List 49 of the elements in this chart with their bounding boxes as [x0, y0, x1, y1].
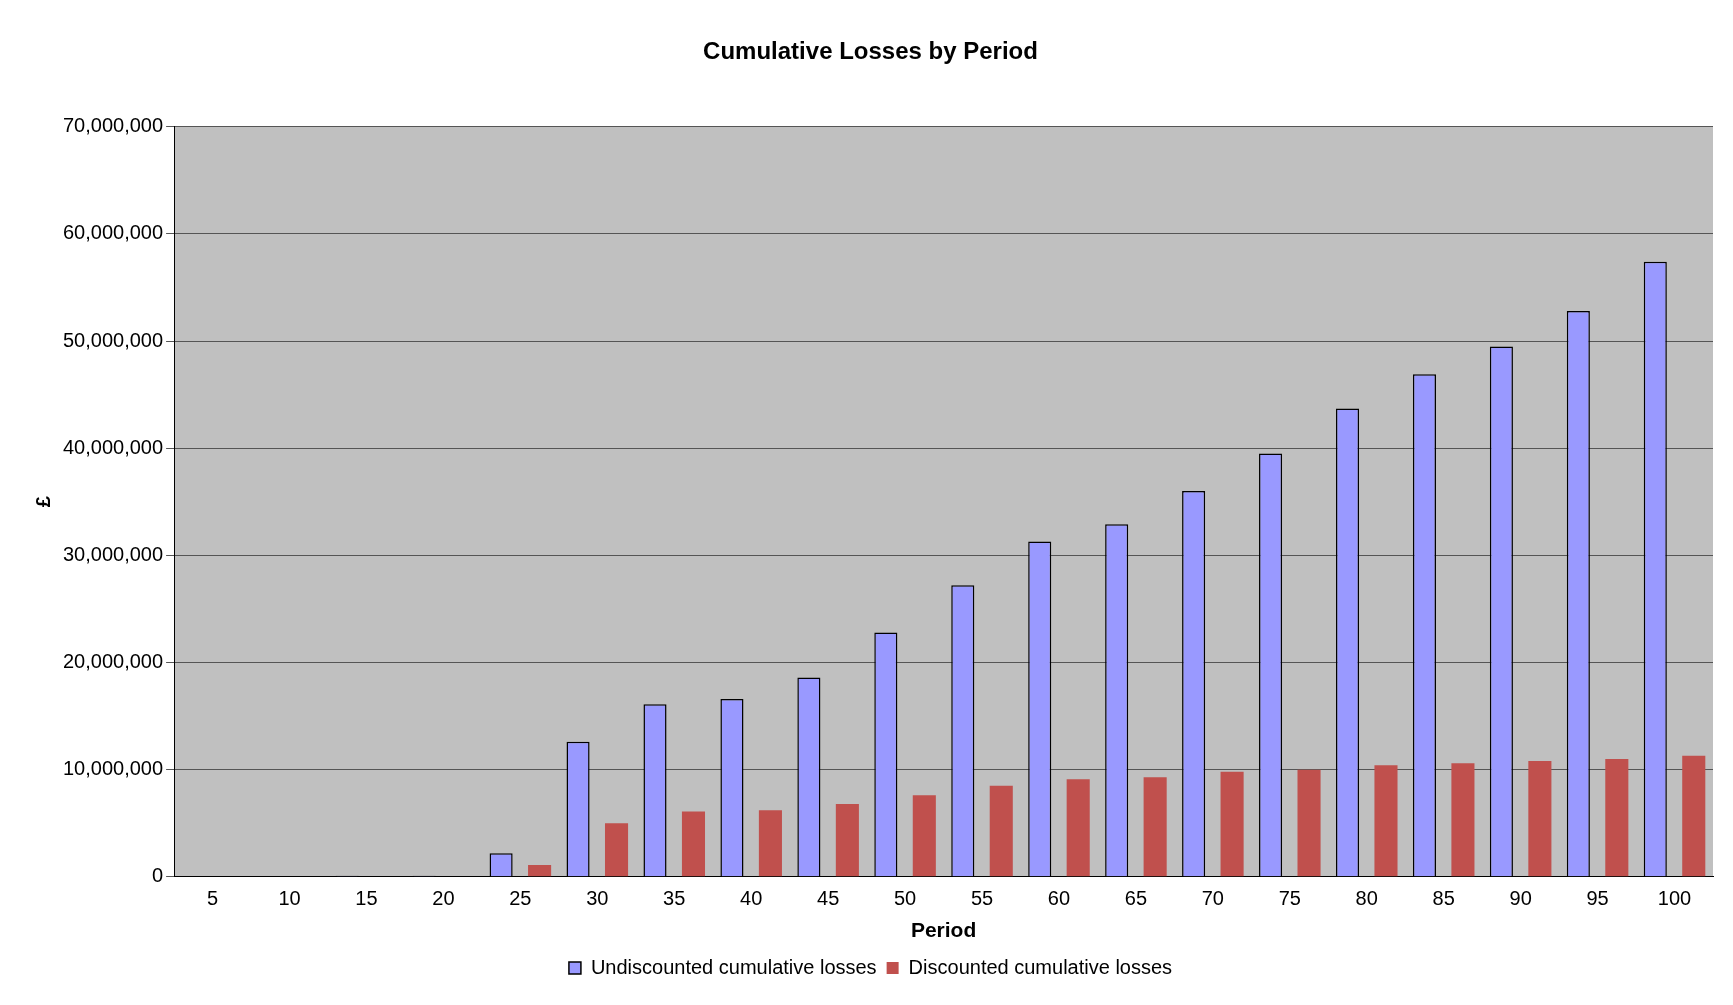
bar — [758, 810, 782, 877]
legend-label: Discounted cumulative losses — [908, 955, 1173, 978]
bar — [1605, 758, 1629, 877]
x-tick-label: 25 — [509, 887, 532, 910]
x-axis-title: Period — [910, 918, 977, 942]
legend-label: Undiscounted cumulative losses — [590, 955, 877, 978]
bar — [1143, 777, 1167, 877]
x-tick-label: 35 — [663, 887, 686, 910]
bar — [1297, 769, 1321, 877]
x-tick-label: 75 — [1278, 887, 1301, 910]
chart-title: Cumulative Losses by Period — [703, 37, 1038, 65]
bar — [1682, 755, 1706, 877]
y-tick-label: 30,000,000 — [62, 542, 164, 565]
x-tick-label: 80 — [1355, 887, 1378, 910]
x-tick-label: 70 — [1201, 887, 1224, 910]
y-axis-title: £ — [31, 496, 54, 508]
x-tick-label: 65 — [1124, 887, 1148, 910]
bar — [681, 811, 706, 877]
x-tick-label: 85 — [1432, 887, 1455, 910]
x-tick-label: 60 — [1047, 887, 1071, 910]
y-tick-label: 10,000,000 — [62, 757, 164, 780]
x-tick-label: 15 — [355, 887, 378, 910]
bar — [912, 795, 936, 877]
y-tick-label: 70,000,000 — [62, 114, 164, 137]
x-tick-label: 30 — [586, 887, 609, 910]
bar — [1220, 771, 1244, 877]
bar — [1528, 761, 1552, 877]
bar — [528, 865, 552, 877]
x-tick-label: 10 — [278, 887, 301, 910]
x-tick-label: 50 — [893, 887, 917, 910]
y-tick-label: 50,000,000 — [62, 328, 164, 351]
y-tick-label: 40,000,000 — [62, 435, 164, 458]
x-tick-label: 5 — [207, 887, 219, 910]
bar — [1066, 779, 1090, 877]
x-tick-label: 95 — [1586, 887, 1609, 910]
bar — [604, 823, 629, 877]
bar — [1451, 763, 1475, 877]
x-tick-label: 55 — [970, 887, 994, 910]
y-tick-label: 20,000,000 — [62, 650, 164, 673]
x-tick-label: 20 — [432, 887, 455, 910]
y-tick-label: 0 — [151, 864, 164, 887]
bar — [835, 803, 859, 877]
x-tick-label: 100 — [1657, 887, 1692, 910]
bar — [1374, 765, 1398, 877]
x-tick-label: 90 — [1509, 887, 1532, 910]
x-tick-label: 40 — [740, 887, 763, 910]
x-tick-label: 45 — [817, 887, 840, 910]
y-tick-label: 60,000,000 — [62, 221, 164, 244]
bar — [989, 785, 1013, 877]
